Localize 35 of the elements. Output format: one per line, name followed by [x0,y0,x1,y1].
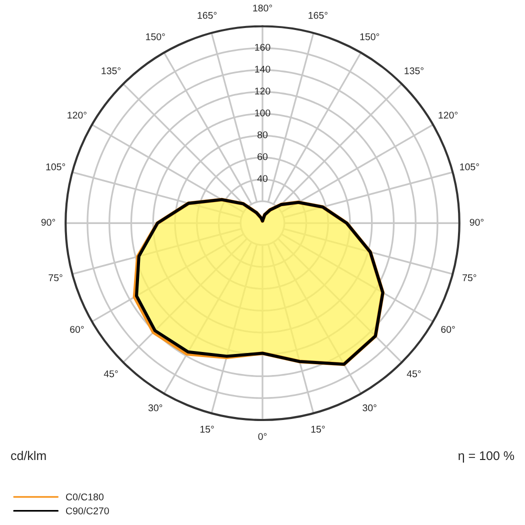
spoke-label: 45° [406,370,421,378]
spoke-label: 75° [462,274,476,282]
spoke-label: 45° [104,370,118,378]
spoke-label: 30° [148,404,162,412]
spoke-label: 90° [41,218,56,226]
y-tick-label: 80 [258,131,268,138]
spoke-label: 15° [311,426,325,433]
y-tick-label: 140 [255,66,270,73]
spoke-label: 135° [404,67,424,74]
spoke-label: 15° [200,426,214,433]
spoke-label: 180° [253,4,272,12]
spoke-label: 105° [46,163,66,170]
text: η = 100 % [458,451,514,463]
spoke-label: 0° [258,433,267,440]
spoke-label: 30° [362,404,376,412]
spoke-label: 75° [48,274,62,282]
spoke-label: 135° [102,67,120,74]
y-tick-label: 120 [255,88,270,94]
y-tick-label: 100 [255,109,270,116]
spoke-label: 120° [68,112,86,119]
spoke-label: 120° [438,112,458,119]
spoke-label: 165° [198,12,217,19]
legend-label: C0/C180 [66,493,104,500]
spoke-label: 90° [470,218,484,226]
legend-label: C90/C270 [66,507,109,514]
y-tick-label: 60 [258,153,268,160]
y-tick-label: 160 [255,44,270,51]
y-tick-label: 40 [257,175,268,182]
spoke-label: 105° [460,163,479,170]
spoke-label: 150° [360,33,380,40]
spoke-label: 165° [308,12,328,19]
spoke-label: 60° [70,326,84,333]
spoke-label: 60° [441,326,455,333]
text: cd/klm [11,450,46,460]
spoke-label: 150° [146,33,165,40]
